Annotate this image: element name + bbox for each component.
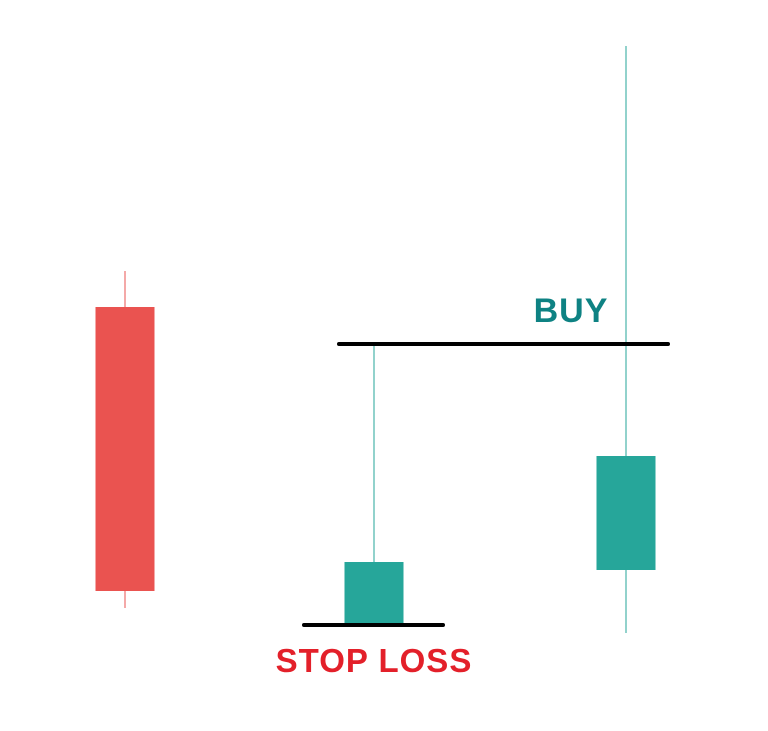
- candle-3-body: [596, 456, 656, 570]
- buy-label: BUY: [534, 292, 609, 330]
- candle-2-body: [344, 562, 404, 625]
- stop-loss-label: STOP LOSS: [276, 642, 473, 679]
- candle-1-body: [95, 307, 155, 591]
